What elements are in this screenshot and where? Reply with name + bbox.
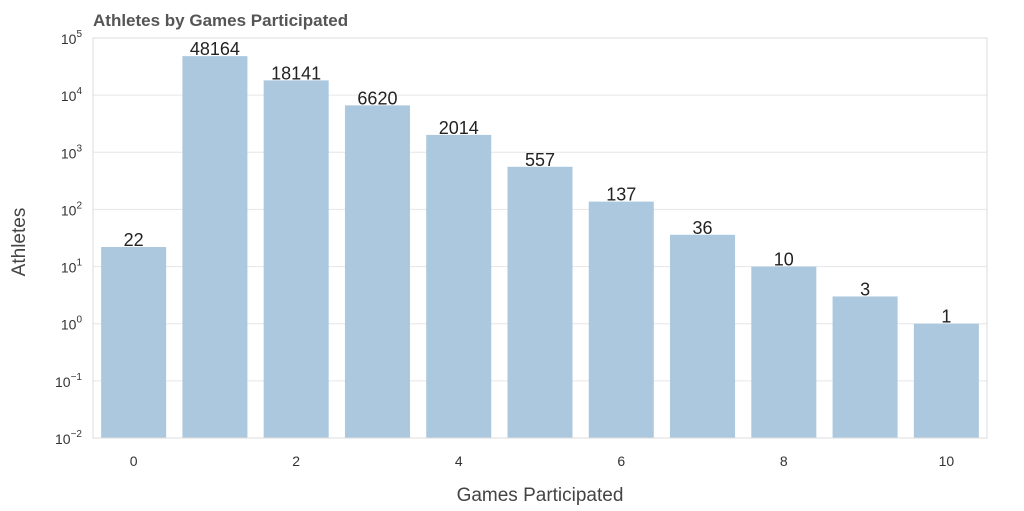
- y-tick-label: 100: [61, 315, 83, 333]
- x-tick-label: 8: [780, 453, 788, 469]
- data-label: 10: [774, 250, 794, 270]
- bar: [101, 247, 167, 438]
- data-label: 557: [525, 150, 555, 170]
- data-label: 3: [860, 279, 870, 299]
- y-tick-label: 105: [61, 29, 83, 47]
- bar: [507, 166, 573, 438]
- bar: [670, 234, 736, 438]
- x-axis-ticks: 0 2 4 6 8 10: [130, 453, 955, 469]
- x-tick-label: 10: [939, 453, 955, 469]
- bar: [263, 80, 329, 438]
- chart-title: Athletes by Games Participated: [93, 11, 348, 30]
- data-labels: 22 48164 18141 6620 2014 557 137 36 10 3 1: [124, 39, 952, 327]
- data-label: 6620: [357, 88, 397, 108]
- bar: [751, 266, 817, 438]
- data-label: 137: [606, 185, 636, 205]
- data-label: 1: [941, 307, 951, 327]
- y-tick-label: 103: [61, 143, 83, 161]
- bar: [913, 323, 979, 438]
- data-label: 18141: [271, 63, 321, 83]
- y-tick-label: 10−2: [55, 429, 82, 447]
- bars: [101, 56, 979, 439]
- y-tick-label: 102: [61, 200, 83, 218]
- y-axis-label: Athletes: [9, 208, 30, 277]
- bar: [588, 201, 654, 438]
- x-tick-label: 6: [617, 453, 625, 469]
- y-tick-label: 101: [61, 258, 83, 276]
- data-label: 36: [693, 218, 713, 238]
- plot-frame: [92, 37, 988, 439]
- x-tick-label: 4: [455, 453, 463, 469]
- y-tick-label: 10−1: [55, 372, 82, 390]
- bar: [426, 134, 492, 438]
- x-axis-label: Games Participated: [457, 485, 624, 506]
- y-tick-label: 104: [61, 86, 83, 104]
- data-label: 48164: [190, 39, 240, 59]
- x-tick-label: 0: [130, 453, 138, 469]
- data-label: 22: [124, 230, 144, 250]
- x-tick-label: 2: [292, 453, 300, 469]
- data-label: 2014: [439, 118, 479, 138]
- bar: [344, 105, 410, 438]
- bar: [182, 56, 248, 439]
- bar: [832, 296, 898, 438]
- y-axis-ticks: 105 104 103 102 101 100 10−1 10−2: [55, 29, 82, 447]
